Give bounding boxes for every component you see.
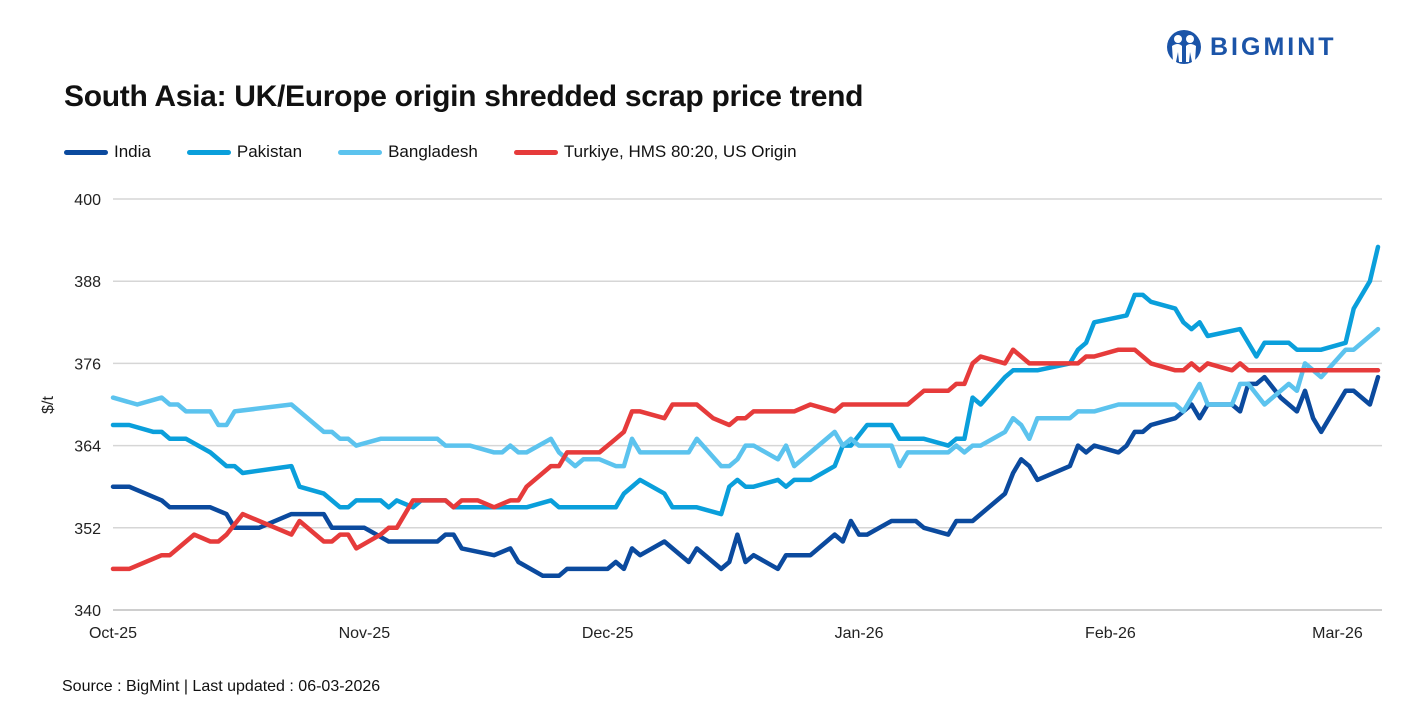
legend-label: Pakistan	[236, 142, 303, 161]
series-line-turkiye	[110, 347, 1381, 572]
legend-item: Bangladesh	[338, 142, 478, 162]
y-axis-ticks: 340 352 364 376 388 400	[74, 192, 101, 620]
legend-item: India	[64, 142, 151, 162]
y-axis-label: $/t	[40, 396, 57, 414]
legend-label: Bangladesh	[388, 142, 478, 161]
x-tick-label: Dec-25	[582, 625, 634, 642]
x-tick-label: Feb-26	[1085, 625, 1136, 642]
x-tick-label: Nov-25	[339, 625, 391, 642]
legend-label: India	[114, 142, 151, 161]
x-tick-label: Mar-26	[1312, 625, 1363, 642]
legend-item: Pakistan	[186, 142, 303, 162]
legend-item: Turkiye, HMS 80:20, US Origin	[513, 142, 797, 162]
bigmint-logo-icon	[1167, 30, 1201, 64]
x-axis-ticks: Oct-25 Nov-25 Dec-25 Jan-26 Feb-26 Mar-26	[89, 625, 1363, 642]
bigmint-logo: BIGMINT	[1166, 28, 1337, 66]
y-tick-label: 352	[74, 521, 101, 538]
legend-swatch	[64, 149, 108, 155]
series-line-pakistan	[110, 244, 1381, 517]
legend-swatch	[338, 149, 383, 155]
legend-label: Turkiye, HMS 80:20, US Origin	[563, 142, 797, 161]
series-lines	[110, 244, 1381, 579]
series-line-india	[110, 374, 1381, 579]
x-tick-label: Jan-26	[835, 625, 884, 642]
y-tick-label: 364	[74, 439, 101, 456]
legend-swatch	[186, 149, 231, 155]
legend: India Pakistan Bangladesh Turkiye, HMS 80:2…	[64, 142, 797, 162]
x-tick-label: Oct-25	[89, 625, 137, 642]
y-tick-label: 376	[74, 356, 101, 373]
y-tick-label: 400	[74, 192, 101, 209]
y-tick-label: 340	[74, 603, 101, 620]
y-tick-label: 388	[74, 274, 101, 291]
source-note: Source : BigMint | Last updated : 06-03-…	[62, 678, 381, 695]
legend-swatch	[513, 149, 558, 155]
series-line-bangladesh	[110, 326, 1381, 469]
logo-text: BIGMINT	[1210, 32, 1337, 61]
chart-title: South Asia: UK/Europe origin shredded sc…	[64, 80, 864, 113]
